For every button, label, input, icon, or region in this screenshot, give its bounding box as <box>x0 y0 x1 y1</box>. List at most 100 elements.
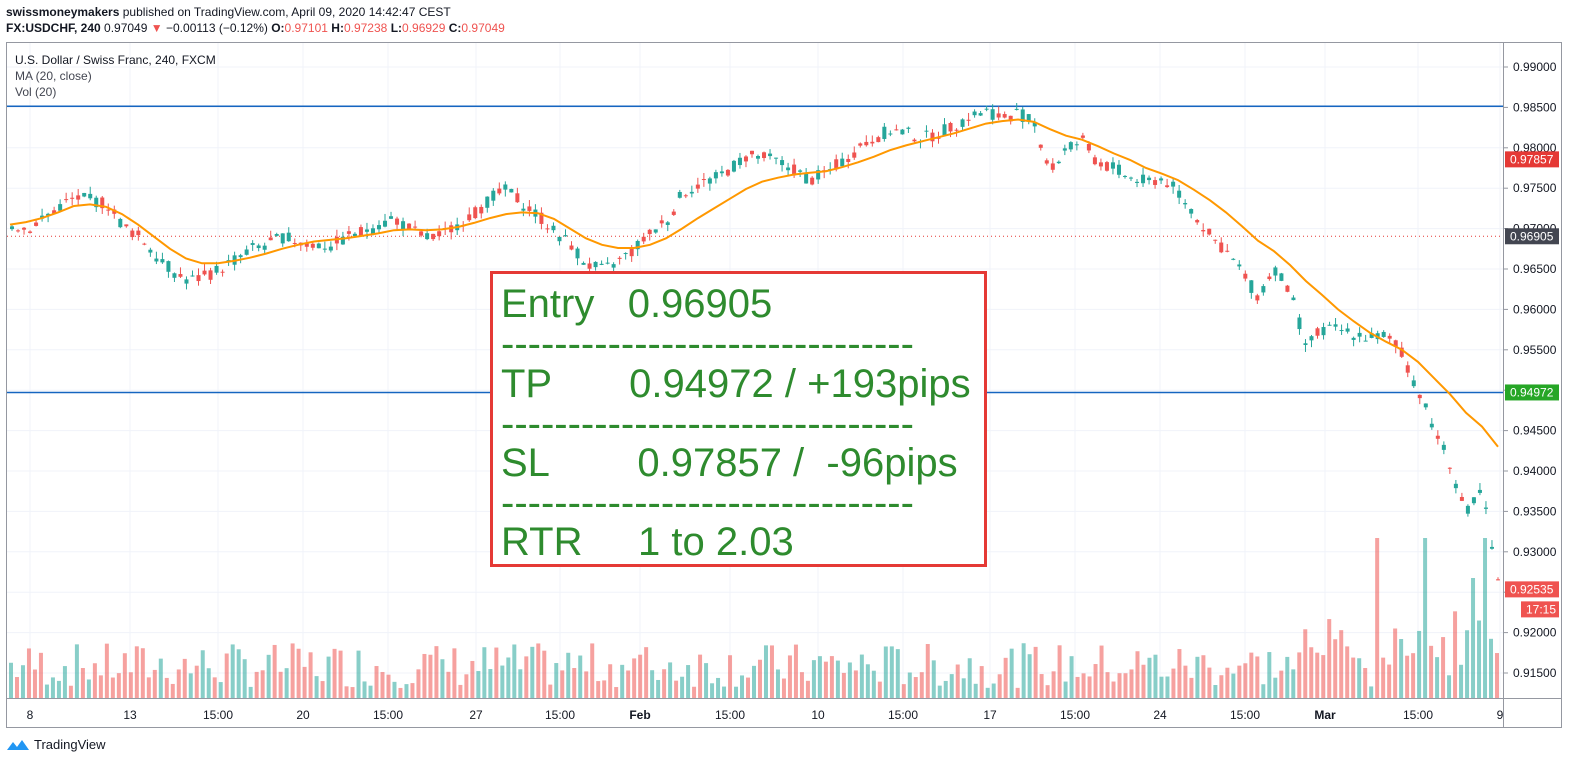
volume-bar <box>722 686 727 698</box>
sl-text: SL 0.97857 / -96pips <box>501 441 958 485</box>
volume-bar <box>662 669 667 698</box>
volume-bar <box>931 660 936 698</box>
volume-bar <box>140 648 145 698</box>
candle-body <box>527 206 532 211</box>
volume-bar <box>1387 664 1392 698</box>
candle-body <box>671 211 676 215</box>
publisher-name[interactable]: swissmoneymakers <box>6 5 120 19</box>
candle-body <box>76 195 81 200</box>
volume-bar <box>608 664 613 698</box>
y-tick-label: 0.93000 <box>1513 545 1557 559</box>
volume-bar <box>1147 657 1152 698</box>
candle-body <box>1116 164 1121 175</box>
volume-bar <box>865 664 870 698</box>
volume-bar <box>536 643 541 698</box>
volume-bar <box>1093 664 1098 698</box>
candle-body <box>1243 273 1248 279</box>
candle-body <box>1249 280 1254 293</box>
volume-bar <box>1423 538 1428 698</box>
volume-bar <box>1105 672 1110 698</box>
volume-bar <box>1339 630 1344 698</box>
volume-bar <box>656 679 661 698</box>
volume-bar <box>326 656 331 698</box>
volume-bar <box>853 670 858 698</box>
footer-brand[interactable]: TradingView <box>34 737 106 752</box>
candle-body <box>364 229 369 232</box>
volume-bar <box>787 655 792 698</box>
volume-bar <box>110 677 115 698</box>
candle-body <box>28 231 33 233</box>
legend-ma[interactable]: MA (20, close) <box>15 69 92 83</box>
volume-bar <box>829 656 834 698</box>
volume-bar <box>308 652 313 698</box>
candle-body <box>774 157 779 159</box>
volume-bar <box>368 685 373 698</box>
price-tag <box>1505 384 1559 401</box>
candle-body <box>557 236 562 242</box>
y-tick-label: 0.91500 <box>1513 666 1557 680</box>
candle-body <box>593 261 598 268</box>
legend-vol[interactable]: Vol (20) <box>15 85 57 99</box>
candle-body <box>623 253 628 255</box>
volume-bar <box>266 654 271 698</box>
close-label: C: <box>448 21 462 35</box>
price-tag <box>1505 581 1559 598</box>
candle-body <box>1297 317 1302 330</box>
candle-body <box>58 204 63 211</box>
volume-bar <box>1489 638 1494 698</box>
candle-body <box>142 243 147 245</box>
tradingview-logo-icon[interactable] <box>6 738 30 752</box>
volume-bar <box>1291 669 1296 698</box>
volume-bar <box>907 672 912 698</box>
volume-bar <box>278 671 283 698</box>
candle-body <box>250 243 255 245</box>
candle-body <box>190 275 195 277</box>
volume-bar <box>1111 681 1116 698</box>
volume-bar <box>1471 578 1476 698</box>
candle-body <box>707 178 712 184</box>
candle-body <box>352 233 357 237</box>
candle-body <box>1285 285 1290 292</box>
volume-bar <box>937 685 942 698</box>
volume-bar <box>260 670 265 698</box>
candle-body <box>1471 497 1476 504</box>
candle-body <box>1381 331 1386 337</box>
volume-bar <box>428 654 433 698</box>
volume-bar <box>1129 669 1134 698</box>
candle-body <box>1255 295 1260 301</box>
candle-body <box>1177 190 1182 198</box>
y-tick-label: 0.98000 <box>1513 141 1557 155</box>
volume-bar <box>1345 646 1350 698</box>
volume-bar <box>320 681 325 698</box>
volume-bar <box>338 650 343 698</box>
volume-bar <box>188 673 193 698</box>
candle-body <box>82 192 87 197</box>
candle-body <box>972 111 977 116</box>
candle-body <box>166 261 171 272</box>
candle-body <box>136 230 141 236</box>
volume-bar <box>440 659 445 698</box>
volume-bar <box>1363 668 1368 698</box>
candle-body <box>118 218 123 228</box>
candle-body <box>292 242 297 244</box>
volume-bar <box>272 644 277 698</box>
candle-body <box>659 220 664 224</box>
volume-bar <box>1435 657 1440 698</box>
volume-bar <box>362 681 367 698</box>
candle-body <box>858 143 863 146</box>
x-tick-label: 8 <box>27 708 34 722</box>
candle-body <box>160 259 165 263</box>
volume-bar <box>752 665 756 698</box>
volume-bar <box>985 687 990 698</box>
volume-bar <box>146 677 151 698</box>
candle-body <box>1098 162 1103 167</box>
candle-body <box>1062 148 1067 151</box>
volume-bar <box>1303 629 1308 698</box>
candle-body <box>383 220 388 227</box>
volume-bar <box>692 686 697 698</box>
candle-body <box>1129 177 1134 179</box>
candle-body <box>1086 144 1091 151</box>
candle-body <box>846 158 851 162</box>
volume-bar <box>889 646 894 698</box>
